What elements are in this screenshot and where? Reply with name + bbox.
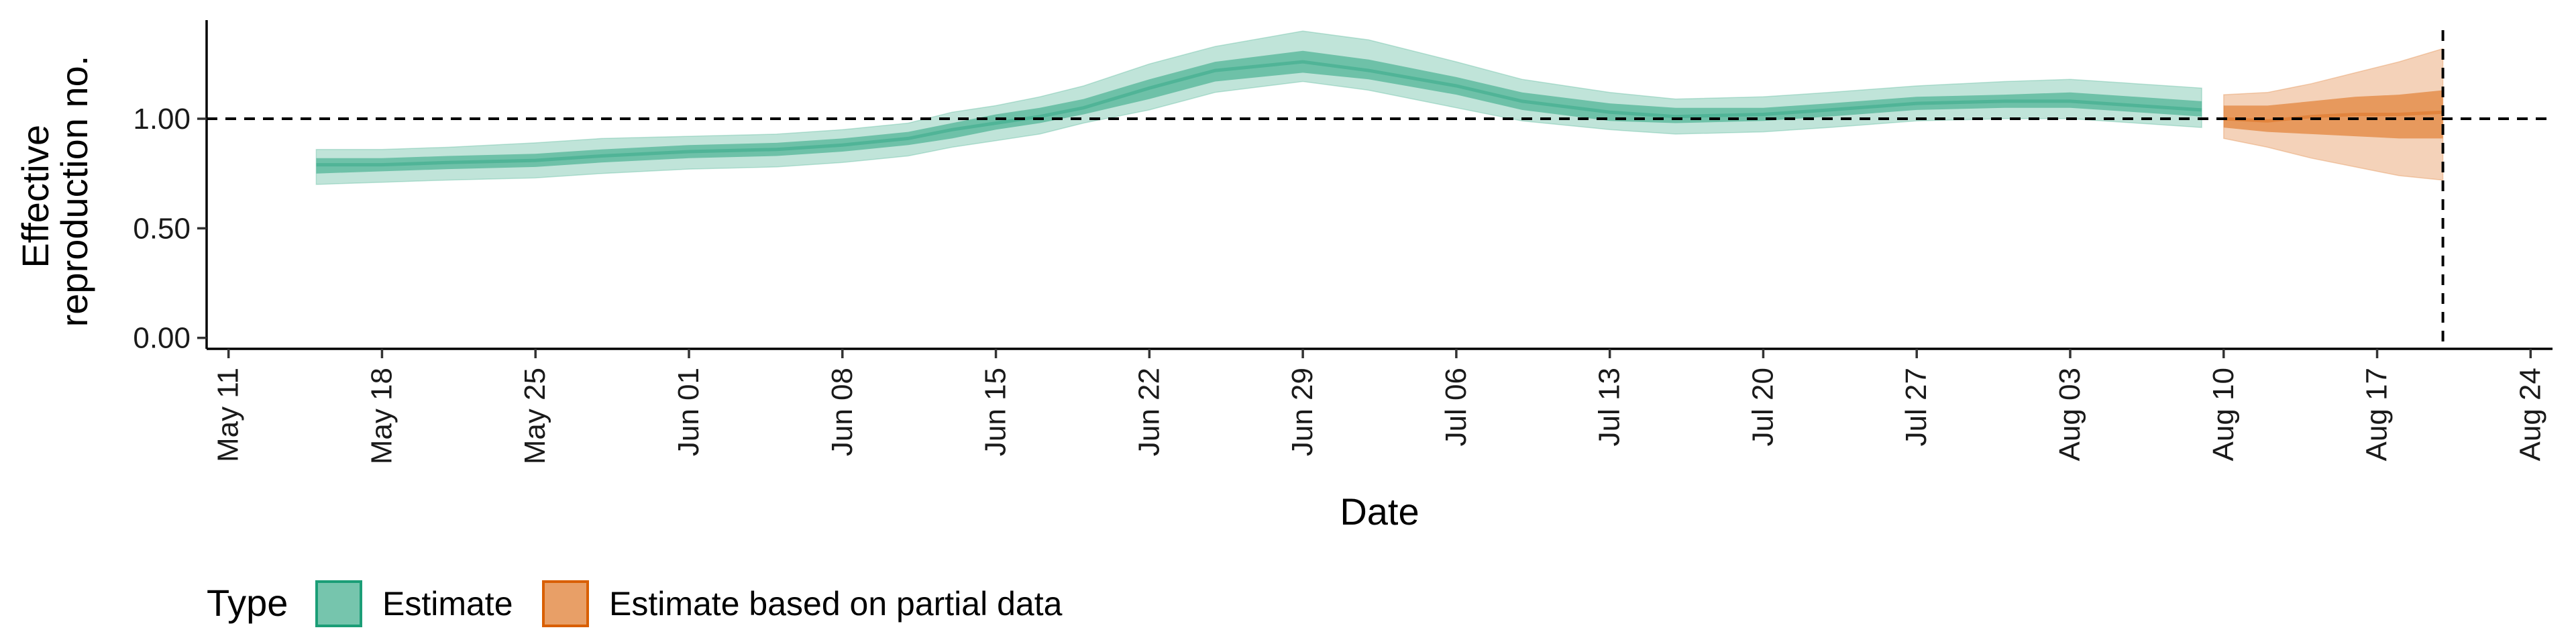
y-tick-label: 0.00 (133, 322, 191, 355)
axes: 0.00 0.50 1.00 May 11 May 18 May 25 Jun 01 Jun … (133, 20, 2553, 464)
x-tick-label: Jul 20 (1746, 368, 1779, 446)
y-axis-title-line-1: Effective (14, 125, 56, 268)
x-tick-label: Jul 13 (1593, 368, 1626, 446)
x-tick-label: Jul 06 (1440, 368, 1472, 446)
band-50-estimate (316, 50, 2202, 174)
legend-label-estimate: Estimate (382, 585, 513, 623)
x-tick-label: Aug 24 (2514, 368, 2546, 461)
x-tick-label: Jul 27 (1900, 368, 1933, 446)
legend-label-partial: Estimate based on partial data (609, 585, 1063, 623)
legend-title: Type (207, 582, 288, 624)
median-line-estimate (316, 60, 2202, 167)
x-tick-label: Jun 15 (979, 368, 1012, 456)
legend-key-partial (542, 580, 589, 627)
x-tick-label: May 18 (365, 368, 398, 464)
legend: Type Estimate Estimate based on partial … (207, 580, 1063, 627)
x-tick-label: May 11 (212, 368, 245, 462)
y-axis-title: Effective reproduction no. (14, 56, 95, 327)
y-tick-label: 1.00 (133, 103, 191, 136)
x-tick-label: Aug 10 (2207, 368, 2240, 461)
x-axis-title: Date (1340, 490, 1419, 533)
plot-area (207, 30, 2553, 349)
x-tick-label: Jun 08 (826, 368, 859, 456)
band-50-partial (2223, 90, 2443, 139)
y-tick-label: 0.50 (133, 212, 191, 245)
x-tick-label: Aug 17 (2361, 368, 2394, 461)
median-line-partial (2223, 110, 2443, 123)
legend-key-estimate (315, 580, 362, 627)
x-tick-label: Jun 22 (1132, 368, 1165, 456)
y-axis-title-line-2: reproduction no. (53, 56, 95, 327)
x-tick-label: May 25 (519, 368, 551, 464)
x-tick-label: Jun 29 (1286, 368, 1319, 456)
x-tick-label: Aug 03 (2053, 368, 2086, 461)
x-tick-label: Jun 01 (672, 368, 705, 456)
